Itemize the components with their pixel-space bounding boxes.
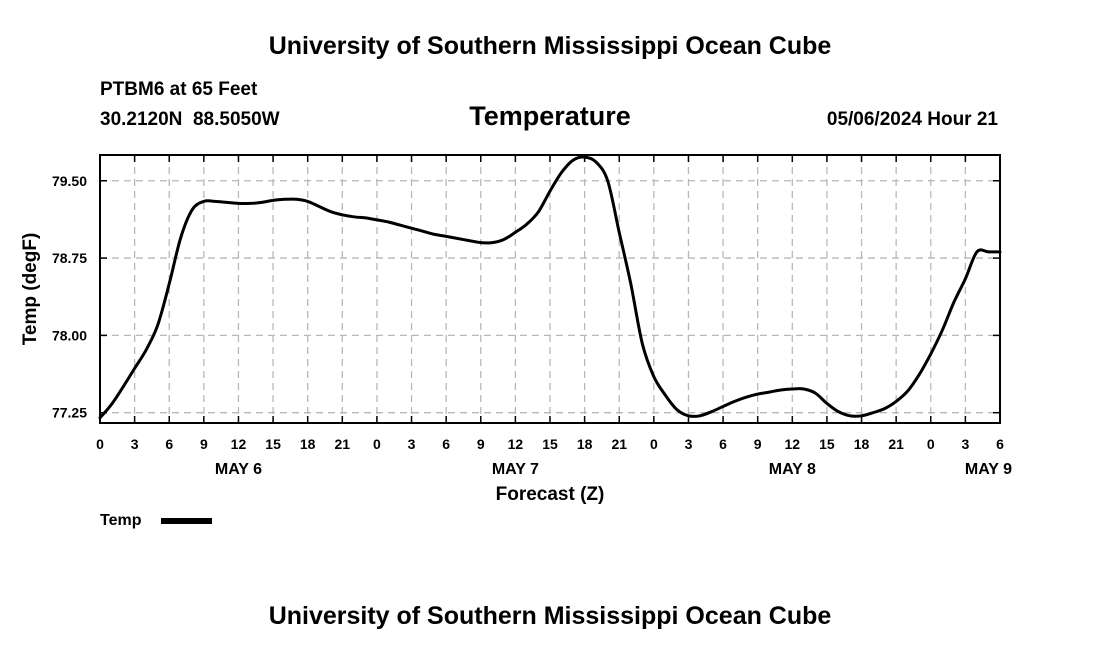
x-tick-label: 9 bbox=[477, 436, 485, 452]
x-tick-label: 3 bbox=[685, 436, 693, 452]
x-tick-label: 21 bbox=[888, 436, 904, 452]
y-tick-label: 78.75 bbox=[52, 250, 87, 266]
date-label: MAY 7 bbox=[492, 461, 539, 478]
x-tick-label: 3 bbox=[131, 436, 139, 452]
footer-title: University of Southern Mississippi Ocean… bbox=[269, 602, 832, 630]
x-axis-label: Forecast (Z) bbox=[496, 484, 605, 505]
y-tick-label: 78.00 bbox=[52, 327, 87, 343]
x-tick-label: 18 bbox=[300, 436, 316, 452]
x-tick-label: 18 bbox=[854, 436, 870, 452]
x-tick-label: 3 bbox=[408, 436, 416, 452]
x-tick-label: 0 bbox=[927, 436, 935, 452]
x-tick-label: 12 bbox=[231, 436, 247, 452]
x-tick-label: 6 bbox=[165, 436, 173, 452]
legend-label: Temp bbox=[100, 512, 142, 529]
station-label: PTBM6 at 65 Feet bbox=[100, 79, 258, 100]
x-tick-label: 0 bbox=[650, 436, 658, 452]
x-tick-label: 6 bbox=[719, 436, 727, 452]
chart-title: Temperature bbox=[469, 101, 631, 131]
date-label: MAY 9 bbox=[965, 461, 1012, 478]
x-tick-label: 15 bbox=[819, 436, 835, 452]
y-axis-label: Temp (degF) bbox=[20, 233, 41, 346]
run-time-label: 05/06/2024 Hour 21 bbox=[827, 109, 999, 130]
x-tick-label: 18 bbox=[577, 436, 593, 452]
x-tick-label: 6 bbox=[442, 436, 450, 452]
x-tick-label: 12 bbox=[508, 436, 524, 452]
x-tick-label: 12 bbox=[785, 436, 801, 452]
date-labels: MAY 6 MAY 7 MAY 8 MAY 9 bbox=[215, 461, 1012, 478]
x-tick-label: 9 bbox=[200, 436, 208, 452]
x-tick-label: 21 bbox=[611, 436, 627, 452]
x-tick-label: 6 bbox=[996, 436, 1004, 452]
y-tick-label: 77.25 bbox=[52, 405, 87, 421]
x-tick-label: 15 bbox=[542, 436, 558, 452]
x-tick-label: 15 bbox=[265, 436, 281, 452]
x-tick-label: 21 bbox=[335, 436, 351, 452]
plot-frame bbox=[99, 154, 1001, 424]
y-tick-label: 79.50 bbox=[52, 173, 87, 189]
date-label: MAY 6 bbox=[215, 461, 262, 478]
x-tick-labels: 0 3 6 9 12 15 18 21 0 3 6 9 12 15 18 21 0 3 6 9 12 15 18 21 0 3 6 bbox=[96, 436, 1004, 452]
x-tick-label: 0 bbox=[373, 436, 381, 452]
x-tick-label: 9 bbox=[754, 436, 762, 452]
gridlines bbox=[100, 155, 1000, 423]
page-title: University of Southern Mississippi Ocean… bbox=[269, 32, 832, 60]
x-tick-label: 3 bbox=[961, 436, 969, 452]
date-label: MAY 8 bbox=[769, 461, 816, 478]
temp-series-line bbox=[98, 155, 1002, 420]
x-tick-label: 0 bbox=[96, 436, 104, 452]
location-label: 30.2120N 88.5050W bbox=[100, 109, 280, 130]
y-tick-labels: 77.25 78.00 78.75 79.50 bbox=[52, 173, 87, 421]
